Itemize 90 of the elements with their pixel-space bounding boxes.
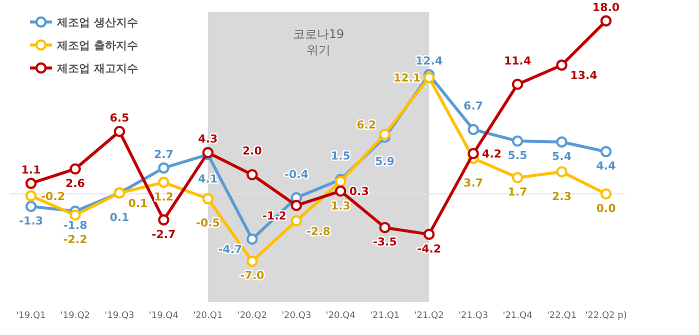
x-tick-label: '21.Q3 — [458, 311, 488, 321]
data-label: 12.4 — [416, 54, 443, 68]
data-label: -0.4 — [284, 168, 309, 181]
point — [512, 172, 524, 184]
data-label: -1.8 — [63, 219, 88, 232]
point — [158, 176, 170, 188]
data-label: -4.2 — [417, 242, 442, 256]
data-label: 0.3 — [349, 185, 369, 198]
point — [114, 126, 126, 138]
data-label: 4.1 — [198, 172, 218, 186]
x-tick-label: '19.Q3 — [104, 311, 134, 321]
point — [556, 136, 568, 148]
point — [423, 228, 435, 240]
point — [600, 15, 612, 26]
x-tick-label: '22.Q2 p) — [585, 311, 627, 321]
point — [25, 200, 37, 212]
data-label: 3.7 — [464, 176, 484, 190]
data-label: -7.0 — [240, 269, 265, 282]
point — [25, 190, 37, 202]
data-label: 5.5 — [508, 149, 528, 162]
point — [246, 256, 258, 267]
data-label: 6.7 — [464, 100, 484, 113]
data-label: 5.9 — [375, 155, 395, 168]
point — [468, 124, 479, 136]
point — [600, 188, 612, 200]
legend-label: 제조업 생산지수 — [56, 16, 138, 29]
x-tick-label: '22.Q1 — [546, 311, 577, 321]
data-label: 0.1 — [110, 210, 130, 224]
data-label: 6.5 — [110, 111, 130, 124]
point — [70, 209, 81, 221]
data-label: 2.7 — [154, 148, 174, 161]
x-tick-label: '21.Q4 — [502, 311, 533, 321]
data-label: 6.2 — [356, 118, 376, 132]
point — [246, 234, 258, 245]
point — [379, 128, 390, 140]
data-label: 0.1 — [128, 196, 148, 210]
data-label: -2.2 — [63, 233, 88, 246]
data-label: 1.3 — [330, 199, 350, 212]
point — [246, 169, 258, 180]
x-tick-label: '20.Q2 — [237, 311, 267, 321]
point — [290, 215, 302, 226]
point — [335, 185, 346, 197]
x-tick-label: '20.Q1 — [193, 311, 223, 321]
data-label: -1.3 — [18, 214, 44, 228]
data-label: 12.1 — [394, 72, 421, 85]
data-label: -2.7 — [152, 228, 176, 241]
point — [556, 166, 568, 178]
data-label: 0.0 — [596, 202, 616, 215]
data-label: 13.4 — [570, 69, 598, 82]
data-label: 4.4 — [596, 160, 616, 173]
x-tick-label: '20.Q3 — [282, 311, 312, 321]
legend-label: 제조업 출하지수 — [56, 39, 138, 52]
x-tick-label: '19.Q4 — [148, 311, 179, 321]
band-label: 코로나19 위기 — [292, 27, 344, 57]
x-tick-label: '21.Q2 — [414, 311, 444, 321]
point — [379, 222, 390, 234]
point — [468, 148, 479, 160]
x-tick-label: '19.Q2 — [60, 311, 90, 321]
data-label: 2.0 — [242, 144, 262, 158]
data-label: 1.1 — [21, 163, 41, 176]
point — [290, 200, 302, 212]
data-label: 1.7 — [508, 186, 528, 199]
legend-label: 제조업 재고지수 — [56, 62, 138, 75]
data-label: 5.4 — [552, 150, 572, 164]
data-label: 4.3 — [198, 132, 218, 146]
data-label: -0.2 — [40, 190, 66, 203]
point — [70, 163, 81, 175]
point — [512, 135, 524, 147]
data-label: -0.5 — [196, 216, 220, 230]
data-label: 2.6 — [65, 176, 86, 190]
data-label: -3.5 — [372, 236, 397, 249]
point — [158, 162, 170, 174]
point — [512, 78, 524, 90]
point — [556, 60, 568, 71]
data-label: 18.0 — [592, 0, 620, 14]
data-label: 2.3 — [552, 190, 572, 203]
data-label: -2.8 — [306, 224, 330, 238]
point — [158, 214, 170, 226]
data-label: 1.5 — [330, 150, 350, 163]
point — [25, 178, 37, 189]
point — [202, 193, 214, 204]
data-label: 1.2 — [154, 190, 174, 204]
data-label: -4.7 — [218, 243, 242, 256]
x-tick-label: '19.Q1 — [16, 311, 46, 321]
point — [600, 146, 612, 158]
point — [423, 72, 435, 84]
x-tick-label: '21.Q1 — [370, 311, 400, 321]
data-label: 11.4 — [504, 54, 532, 68]
data-label: 4.2 — [482, 148, 502, 161]
x-tick-label: '20.Q4 — [326, 311, 356, 321]
